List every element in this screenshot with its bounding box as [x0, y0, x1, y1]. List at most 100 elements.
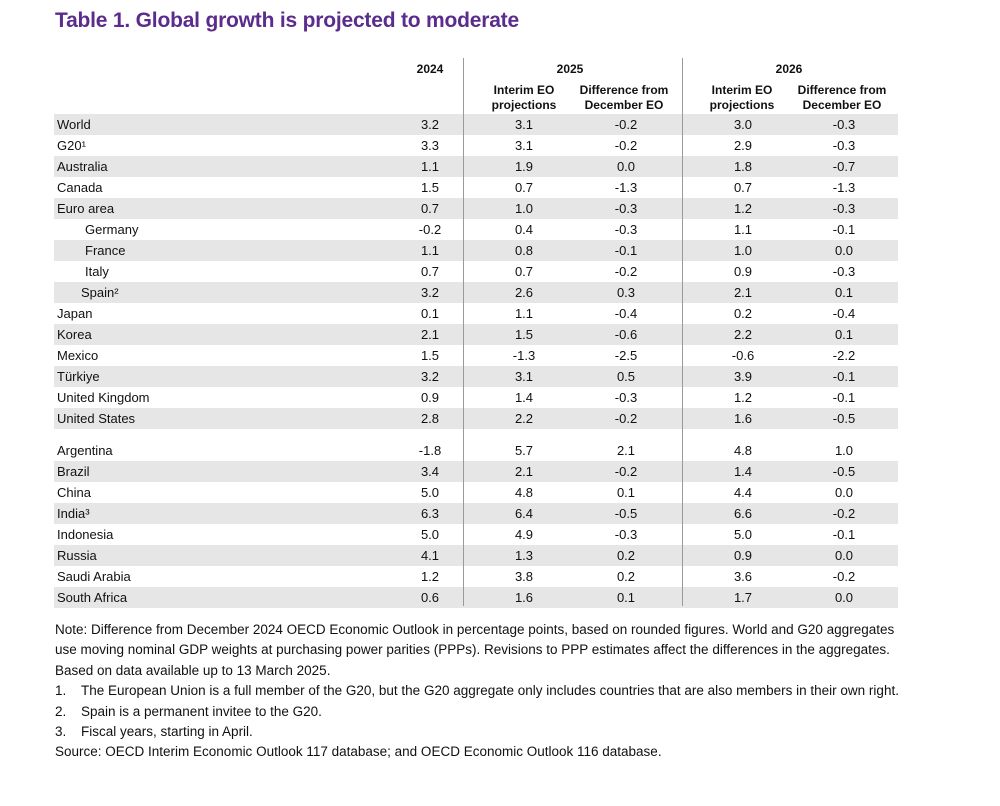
- value-2024: 3.2: [420, 369, 440, 384]
- table-row: Türkiye 3.2 3.1 0.5 3.9 -0.1: [54, 366, 898, 387]
- row-label: India³: [57, 506, 90, 521]
- value-2024: 1.5: [420, 180, 440, 195]
- row-label: China: [57, 485, 91, 500]
- value-2026-interim: 5.0: [733, 527, 753, 542]
- value-2026-interim: 1.7: [733, 590, 753, 605]
- table-row: Korea 2.1 1.5 -0.6 2.2 0.1: [54, 324, 898, 345]
- value-2026-difference: 0.0: [834, 243, 854, 258]
- value-2025-interim: -1.3: [512, 348, 536, 363]
- value-2026-difference: -0.5: [832, 411, 856, 426]
- value-2024: 5.0: [420, 485, 440, 500]
- footnote-number: 1.: [55, 683, 67, 699]
- row-label: Spain²: [81, 285, 119, 300]
- table-row: Euro area 0.7 1.0 -0.3 1.2 -0.3: [54, 198, 898, 219]
- table-row: France 1.1 0.8 -0.1 1.0 0.0: [54, 240, 898, 261]
- table-row: United States 2.8 2.2 -0.2 1.6 -0.5: [54, 408, 898, 429]
- row-label: Australia: [57, 159, 108, 174]
- value-2025-difference: 0.1: [616, 485, 636, 500]
- value-2026-difference: -0.4: [832, 306, 856, 321]
- value-2025-difference: -0.2: [614, 411, 638, 426]
- value-2026-interim: 3.9: [733, 369, 753, 384]
- value-2025-difference: -0.5: [614, 506, 638, 521]
- value-2025-interim: 0.7: [514, 264, 534, 279]
- header-2024: 2024: [416, 62, 444, 76]
- value-2024: 1.2: [420, 569, 440, 584]
- row-label: Russia: [57, 548, 97, 563]
- value-2026-difference: -0.5: [832, 464, 856, 479]
- value-2025-interim: 1.6: [514, 590, 534, 605]
- header-2025-interim: Interim EO projections: [482, 83, 566, 113]
- value-2026-interim: 2.1: [733, 285, 753, 300]
- value-2024: 2.8: [420, 411, 440, 426]
- header-2025: 2025: [556, 62, 584, 76]
- value-2024: 3.2: [420, 285, 440, 300]
- value-2025-difference: -0.2: [614, 264, 638, 279]
- value-2025-difference: -0.3: [614, 527, 638, 542]
- value-2026-difference: -1.3: [832, 180, 856, 195]
- value-2025-interim: 2.1: [514, 464, 534, 479]
- value-2026-difference: -0.1: [832, 369, 856, 384]
- value-2026-interim: 1.0: [733, 243, 753, 258]
- value-2025-difference: 2.1: [616, 443, 636, 458]
- row-label: Argentina: [57, 443, 113, 458]
- header-2026-interim: Interim EO projections: [700, 83, 784, 113]
- value-2026-interim: 4.4: [733, 485, 753, 500]
- table-row: Mexico 1.5 -1.3 -2.5 -0.6 -2.2: [54, 345, 898, 366]
- value-2024: 0.1: [420, 306, 440, 321]
- value-2024: 3.2: [420, 117, 440, 132]
- value-2025-interim: 3.1: [514, 138, 534, 153]
- value-2025-interim: 1.4: [514, 390, 534, 405]
- table-row: South Africa 0.6 1.6 0.1 1.7 0.0: [54, 587, 898, 608]
- value-2025-interim: 1.5: [514, 327, 534, 342]
- value-2025-difference: 0.3: [616, 285, 636, 300]
- value-2026-interim: 2.2: [733, 327, 753, 342]
- value-2025-interim: 3.1: [514, 117, 534, 132]
- value-2024: 1.1: [420, 243, 440, 258]
- value-2025-interim: 1.1: [514, 306, 534, 321]
- value-2026-difference: -0.3: [832, 117, 856, 132]
- value-2026-difference: 1.0: [834, 443, 854, 458]
- table-row: Italy 0.7 0.7 -0.2 0.9 -0.3: [54, 261, 898, 282]
- table-row: Spain² 3.2 2.6 0.3 2.1 0.1: [54, 282, 898, 303]
- value-2025-difference: -0.2: [614, 117, 638, 132]
- footnote-text: Fiscal years, starting in April.: [81, 724, 253, 740]
- value-2025-interim: 3.8: [514, 569, 534, 584]
- value-2024: 1.5: [420, 348, 440, 363]
- row-label: Euro area: [57, 201, 115, 216]
- value-2026-difference: -0.7: [832, 159, 856, 174]
- value-2026-difference: -0.3: [832, 201, 856, 216]
- value-2025-interim: 0.8: [514, 243, 534, 258]
- footnote-number: 3.: [55, 724, 67, 740]
- value-2025-difference: -0.3: [614, 201, 638, 216]
- value-2026-difference: 0.1: [834, 285, 854, 300]
- value-2025-difference: -2.5: [614, 348, 638, 363]
- row-label: Türkiye: [57, 369, 100, 384]
- table-row: India³ 6.3 6.4 -0.5 6.6 -0.2: [54, 503, 898, 524]
- value-2024: 3.4: [420, 464, 440, 479]
- value-2026-difference: -0.1: [832, 527, 856, 542]
- value-2025-difference: 0.2: [616, 569, 636, 584]
- value-2026-difference: 0.0: [834, 548, 854, 563]
- value-2025-difference: -1.3: [614, 180, 638, 195]
- value-2026-difference: -0.3: [832, 264, 856, 279]
- header-interim-line1: Interim EO: [493, 83, 555, 97]
- row-label: Brazil: [57, 464, 90, 479]
- value-2026-interim: 1.8: [733, 159, 753, 174]
- value-2025-interim: 1.9: [514, 159, 534, 174]
- value-2025-interim: 3.1: [514, 369, 534, 384]
- row-label: South Africa: [57, 590, 128, 605]
- value-2024: 5.0: [420, 527, 440, 542]
- value-2024: 4.1: [420, 548, 440, 563]
- row-label: France: [85, 243, 126, 258]
- value-2026-interim: 1.1: [733, 222, 753, 237]
- value-2026-difference: 0.0: [834, 485, 854, 500]
- table-row: Australia 1.1 1.9 0.0 1.8 -0.7: [54, 156, 898, 177]
- value-2024: 0.7: [420, 201, 440, 216]
- value-2025-interim: 0.7: [514, 180, 534, 195]
- value-2026-interim: 0.9: [733, 264, 753, 279]
- footnote-text: The European Union is a full member of t…: [81, 683, 899, 699]
- value-2026-interim: 1.2: [733, 201, 753, 216]
- value-2025-difference: 0.2: [616, 548, 636, 563]
- footnote-text: Spain is a permanent invitee to the G20.: [81, 703, 322, 719]
- header-interim-line1: Interim EO: [711, 83, 773, 97]
